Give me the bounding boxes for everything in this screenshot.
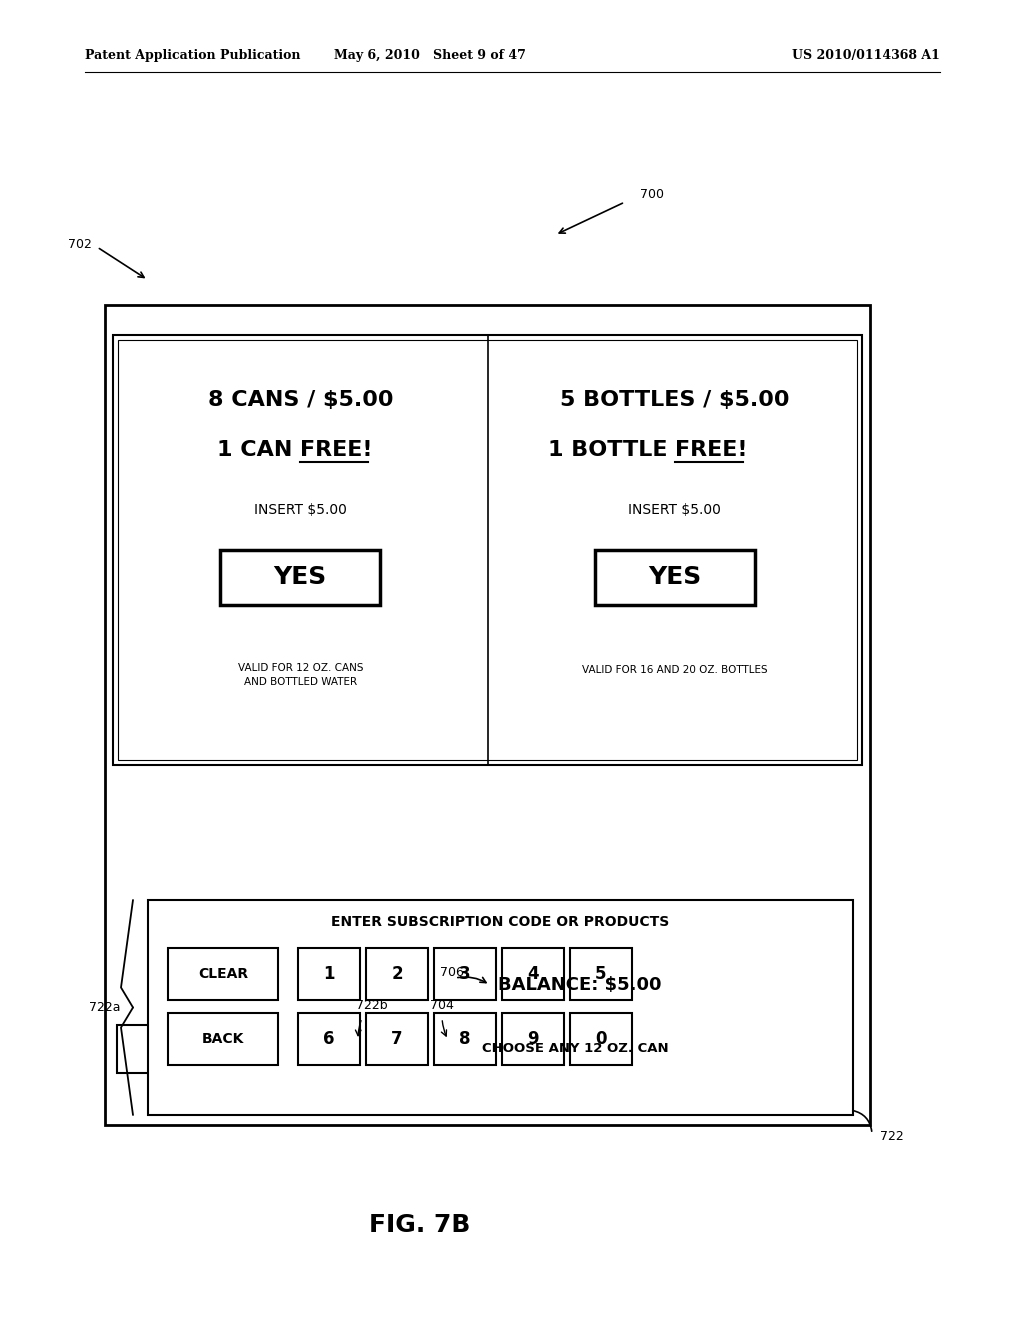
Text: 722a: 722a xyxy=(88,1001,120,1014)
Bar xyxy=(570,1012,632,1065)
Bar xyxy=(434,948,496,1001)
Text: VALID FOR 12 OZ. CANS
AND BOTTLED WATER: VALID FOR 12 OZ. CANS AND BOTTLED WATER xyxy=(238,664,362,686)
Bar xyxy=(434,1012,496,1065)
Text: 5: 5 xyxy=(595,965,607,983)
Text: FIG. 7B: FIG. 7B xyxy=(370,1213,471,1237)
Text: FREE!: FREE! xyxy=(675,440,748,459)
Text: 2: 2 xyxy=(391,965,402,983)
Text: 1 BOTTLE: 1 BOTTLE xyxy=(548,440,675,459)
Bar xyxy=(570,948,632,1001)
Text: 8 CANS / $5.00: 8 CANS / $5.00 xyxy=(208,389,393,411)
Text: 4: 4 xyxy=(527,965,539,983)
Text: 5 BOTTLES / $5.00: 5 BOTTLES / $5.00 xyxy=(560,389,790,411)
Bar xyxy=(298,1012,360,1065)
Bar xyxy=(298,948,360,1001)
Text: 1 CAN: 1 CAN xyxy=(217,440,300,459)
Text: CLEAR: CLEAR xyxy=(198,968,248,981)
Bar xyxy=(220,550,380,605)
Text: BALANCE: $5.00: BALANCE: $5.00 xyxy=(498,975,662,994)
Text: 722b: 722b xyxy=(356,999,388,1012)
Bar xyxy=(251,1034,283,1065)
Text: 8: 8 xyxy=(459,1030,471,1048)
Bar xyxy=(118,341,857,760)
Text: BACK: BACK xyxy=(202,1032,244,1045)
Text: 6: 6 xyxy=(324,1030,335,1048)
Text: INSERT $5.00: INSERT $5.00 xyxy=(254,503,347,517)
Bar xyxy=(113,335,862,766)
Text: VALID FOR 16 AND 20 OZ. BOTTLES: VALID FOR 16 AND 20 OZ. BOTTLES xyxy=(582,665,768,675)
Text: 702: 702 xyxy=(69,239,92,252)
Text: 722: 722 xyxy=(880,1130,904,1143)
Bar xyxy=(105,305,870,1125)
Bar xyxy=(148,900,853,1115)
Bar xyxy=(595,550,755,605)
Text: 1: 1 xyxy=(324,965,335,983)
Bar xyxy=(325,1034,357,1065)
Bar xyxy=(428,1026,723,1073)
Bar xyxy=(502,1012,564,1065)
Text: May 6, 2010   Sheet 9 of 47: May 6, 2010 Sheet 9 of 47 xyxy=(334,49,526,62)
Text: 9: 9 xyxy=(527,1030,539,1048)
Bar xyxy=(502,948,564,1001)
Bar xyxy=(366,1012,428,1065)
Bar xyxy=(288,1034,319,1065)
Text: Patent Application Publication: Patent Application Publication xyxy=(85,49,300,62)
Text: ENTER SUBSCRIPTION CODE OR PRODUCTS: ENTER SUBSCRIPTION CODE OR PRODUCTS xyxy=(332,915,670,929)
Text: 3: 3 xyxy=(459,965,471,983)
Text: CHOOSE ANY 12 OZ. CAN: CHOOSE ANY 12 OZ. CAN xyxy=(482,1043,669,1056)
Text: 0: 0 xyxy=(595,1030,607,1048)
Bar xyxy=(168,948,278,1001)
Text: YES: YES xyxy=(648,565,701,590)
Text: US 2010/0114368 A1: US 2010/0114368 A1 xyxy=(793,49,940,62)
Text: 7: 7 xyxy=(391,1030,402,1048)
Bar xyxy=(366,948,428,1001)
Bar xyxy=(117,1026,382,1073)
Text: INSERT $5.00: INSERT $5.00 xyxy=(629,503,721,517)
Text: 706: 706 xyxy=(440,965,464,978)
Text: 704: 704 xyxy=(430,999,454,1012)
Text: 700: 700 xyxy=(640,189,664,202)
Text: FREE!: FREE! xyxy=(300,440,373,459)
Bar xyxy=(168,1012,278,1065)
Text: YES: YES xyxy=(273,565,327,590)
